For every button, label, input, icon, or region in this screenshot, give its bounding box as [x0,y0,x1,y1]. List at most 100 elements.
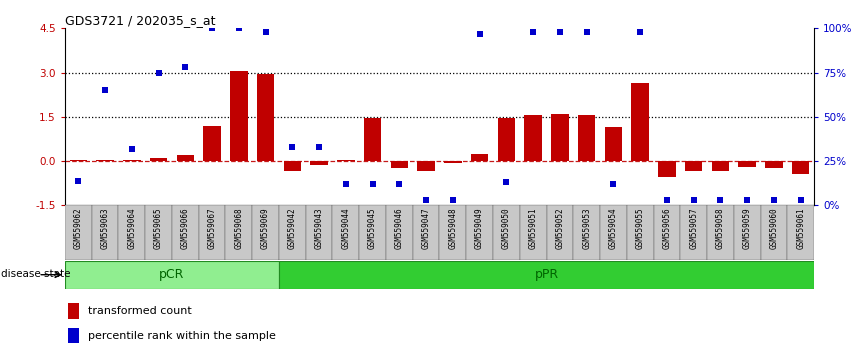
Point [205,25,219,31]
Bar [279,261,814,289]
Bar [65,261,279,289]
Bar [627,205,654,260]
Text: GSM559066: GSM559066 [181,207,190,249]
Text: GSM559062: GSM559062 [74,207,83,249]
Bar [439,205,466,260]
Bar [172,205,198,260]
Text: GSM559065: GSM559065 [154,207,163,249]
Text: pPR: pPR [534,268,559,281]
Bar [417,161,435,171]
Text: GSM559053: GSM559053 [582,207,591,249]
Bar [792,161,810,175]
Text: GSM559068: GSM559068 [235,207,243,249]
Text: GSM559061: GSM559061 [796,207,805,249]
Point [794,197,808,203]
Bar [119,205,145,260]
Bar [520,205,546,260]
Point [473,31,487,36]
Text: GSM559069: GSM559069 [262,207,270,249]
Bar [225,205,252,260]
Bar [471,154,488,161]
Bar [760,205,787,260]
Text: GSM559044: GSM559044 [341,207,351,249]
Text: GSM559060: GSM559060 [769,207,779,249]
Bar [707,205,734,260]
Text: GSM559047: GSM559047 [422,207,430,249]
Bar [413,205,439,260]
Bar [279,205,306,260]
Bar [604,127,622,161]
Bar [525,115,542,161]
Bar [444,161,462,162]
Bar [685,161,702,171]
Text: GSM559063: GSM559063 [100,207,110,249]
Bar [284,161,301,171]
Bar [466,205,493,260]
Bar [65,205,92,260]
Bar [364,118,381,161]
Bar [391,161,408,167]
Bar [631,83,649,161]
Point [152,70,165,75]
Text: GSM559056: GSM559056 [662,207,671,249]
Bar [252,205,279,260]
Bar [551,114,569,161]
Bar [734,205,760,260]
Text: transformed count: transformed count [88,306,192,316]
Bar [600,205,627,260]
Point [392,181,406,187]
Point [687,197,701,203]
Bar [578,115,595,161]
Point [286,144,300,150]
Point [259,29,273,35]
Point [606,181,620,187]
Bar [337,160,354,161]
Point [633,29,647,35]
Bar [546,205,573,260]
Bar [787,205,814,260]
Bar [92,205,119,260]
Text: GSM559048: GSM559048 [449,207,457,249]
Text: GSM559067: GSM559067 [208,207,216,249]
Bar [68,328,79,343]
Text: GSM559054: GSM559054 [609,207,617,249]
Bar [498,118,515,161]
Bar [712,161,729,171]
Bar [333,205,359,260]
Bar [198,205,225,260]
Point [365,181,379,187]
Bar [359,205,386,260]
Bar [150,158,167,161]
Bar [68,303,79,319]
Text: percentile rank within the sample: percentile rank within the sample [88,331,276,341]
Point [714,197,727,203]
Bar [306,205,333,260]
Text: GSM559058: GSM559058 [716,207,725,249]
Bar [654,205,681,260]
Bar [386,205,413,260]
Bar [739,161,756,167]
Text: GSM559051: GSM559051 [528,207,538,249]
Point [312,144,326,150]
Point [446,197,460,203]
Text: GSM559059: GSM559059 [743,207,752,249]
Bar [573,205,600,260]
Point [527,29,540,35]
Text: GSM559064: GSM559064 [127,207,136,249]
Text: GSM559045: GSM559045 [368,207,377,249]
Bar [766,161,783,169]
Text: disease state: disease state [1,269,70,279]
Text: GSM559046: GSM559046 [395,207,404,249]
Point [419,197,433,203]
Text: GSM559050: GSM559050 [502,207,511,249]
Point [178,64,192,70]
Bar [123,160,140,161]
Bar [257,74,275,161]
Bar [681,205,707,260]
Point [767,197,781,203]
Point [125,146,139,152]
Point [579,29,593,35]
Bar [230,71,248,161]
Bar [658,161,675,177]
Bar [177,155,194,161]
